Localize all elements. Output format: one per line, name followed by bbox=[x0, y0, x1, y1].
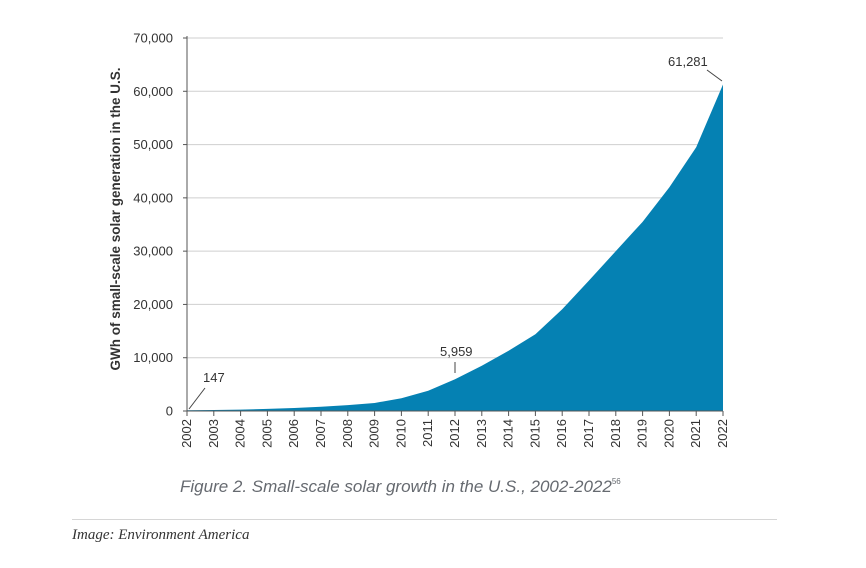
annotation-leader bbox=[188, 387, 206, 410]
y-tick-labels: 0 10,000 20,000 30,000 40,000 50,000 60,000 70,… bbox=[133, 31, 173, 419]
x-tick-label: 2014 bbox=[501, 419, 516, 448]
x-tick-label: 2015 bbox=[527, 419, 542, 448]
y-tick-label: 40,000 bbox=[133, 190, 173, 205]
annotations: 147 5,959 61,281 bbox=[188, 54, 723, 410]
gridlines bbox=[183, 37, 723, 412]
y-axis-title: GWh of small-scale solar generation in t… bbox=[108, 67, 123, 370]
x-tick-label: 2008 bbox=[340, 419, 355, 448]
x-tick-label: 2018 bbox=[608, 419, 623, 448]
x-tick-label: 2005 bbox=[259, 419, 274, 448]
annotation-leader bbox=[706, 69, 723, 82]
x-tick-label: 2019 bbox=[635, 419, 650, 448]
x-tick-label: 2016 bbox=[554, 419, 569, 448]
y-tick-label: 20,000 bbox=[133, 297, 173, 312]
x-tick-label: 2017 bbox=[581, 419, 596, 448]
area-series bbox=[187, 84, 723, 412]
x-tick-label: 2011 bbox=[420, 419, 435, 447]
x-tick-label: 2020 bbox=[661, 419, 676, 448]
x-tick-label: 2002 bbox=[179, 419, 194, 448]
x-tick-label: 2012 bbox=[447, 419, 462, 448]
y-tick-label: 0 bbox=[166, 404, 173, 419]
x-tick-label: 2006 bbox=[286, 419, 301, 448]
y-tick-label: 30,000 bbox=[133, 244, 173, 259]
x-tick-label: 2021 bbox=[688, 419, 703, 448]
x-tick-label: 2013 bbox=[474, 419, 489, 448]
y-tick-label: 10,000 bbox=[133, 350, 173, 365]
x-tick-label: 2009 bbox=[367, 419, 382, 448]
y-tick-label: 50,000 bbox=[133, 137, 173, 152]
x-tick-labels: 2002 2003 2004 2005 2006 2007 2008 2009 2010 2011… bbox=[179, 419, 730, 448]
image-credit: Image: Environment America bbox=[72, 527, 250, 543]
caption-text: Figure 2. Small-scale solar growth in th… bbox=[180, 477, 612, 496]
x-tick-label: 2022 bbox=[715, 419, 730, 448]
caption-footnote: 56 bbox=[611, 477, 621, 486]
axes bbox=[186, 36, 724, 416]
y-tick-label: 70,000 bbox=[133, 31, 173, 46]
divider bbox=[72, 519, 777, 520]
x-tick-label: 2010 bbox=[393, 419, 408, 448]
solar-growth-chart: 0 10,000 20,000 30,000 40,000 50,000 60,000 70,… bbox=[108, 31, 730, 448]
x-tick-label: 2003 bbox=[206, 419, 221, 448]
annotation-label: 61,281 bbox=[668, 54, 708, 69]
figure-caption: Figure 2. Small-scale solar growth in th… bbox=[180, 477, 621, 497]
annotation-label: 5,959 bbox=[440, 344, 473, 359]
x-tick-label: 2007 bbox=[313, 419, 328, 448]
y-tick-label: 60,000 bbox=[133, 84, 173, 99]
x-tick-label: 2004 bbox=[233, 419, 248, 448]
annotation-label: 147 bbox=[203, 370, 225, 385]
